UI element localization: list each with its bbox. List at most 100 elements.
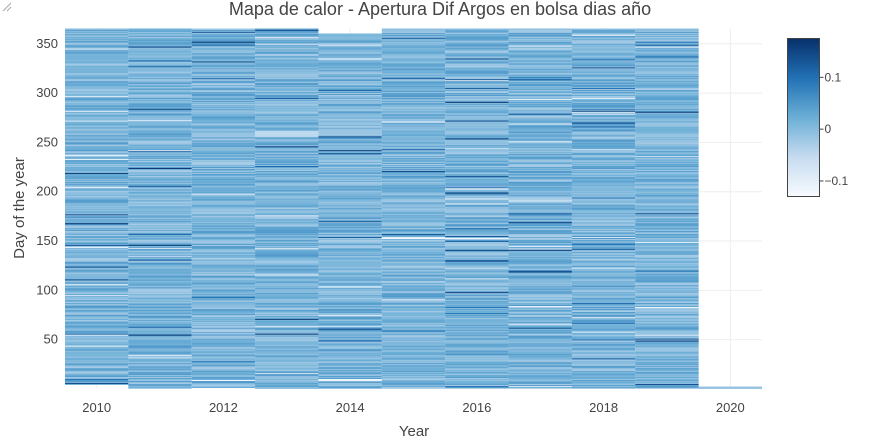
heatmap-cell — [128, 104, 192, 106]
heatmap-cell — [65, 289, 129, 292]
resize-handle-icon[interactable] — [0, 0, 12, 12]
heatmap-cell — [635, 46, 699, 48]
heatmap-cell — [318, 147, 382, 150]
heatmap-cell — [65, 203, 129, 205]
heatmap-cell — [381, 318, 446, 320]
heatmap-cell — [445, 223, 509, 226]
heatmap-cell — [381, 33, 446, 35]
heatmap-cell — [635, 157, 699, 160]
heatmap-cell — [445, 378, 509, 381]
heatmap-cell — [571, 361, 636, 364]
heatmap-cell — [508, 223, 572, 226]
heatmap-cell — [191, 302, 256, 305]
heatmap-cell — [65, 237, 129, 239]
heatmap-cell — [65, 379, 129, 382]
heatmap-cell — [318, 362, 382, 365]
heatmap-cell — [318, 243, 382, 245]
heatmap-cell — [128, 357, 192, 360]
heatmap-cell — [191, 342, 256, 344]
heatmap-cell — [381, 324, 446, 326]
heatmap-cell — [381, 164, 446, 166]
heatmap-cell — [508, 53, 572, 55]
heatmap-cell — [635, 107, 699, 109]
heatmap-cell — [508, 386, 572, 388]
heatmap-cell — [571, 190, 636, 192]
heatmap-cell — [571, 322, 636, 324]
heatmap-cell — [445, 28, 509, 30]
heatmap-cell — [191, 224, 256, 227]
heatmap-cell — [445, 159, 509, 162]
heatmap-cell — [508, 70, 572, 73]
heatmap-cell — [65, 35, 129, 37]
heatmap-cell — [318, 220, 382, 223]
heatmap-cell — [381, 128, 446, 130]
heatmap-cell — [65, 206, 129, 208]
heatmap-cell — [65, 265, 129, 267]
heatmap-cell — [635, 74, 699, 77]
heatmap-cell — [191, 138, 256, 141]
heatmap-cell — [635, 346, 699, 348]
heatmap-cell — [318, 209, 382, 212]
heatmap-cell — [381, 201, 446, 203]
heatmap-cell — [318, 291, 382, 294]
heatmap-cell — [508, 111, 572, 113]
heatmap-cell — [128, 361, 192, 364]
heatmap-cell — [318, 238, 382, 240]
heatmap-cell — [635, 292, 699, 295]
heatmap-cell — [381, 361, 446, 364]
heatmap-cell — [65, 184, 129, 186]
heatmap-cell — [381, 336, 446, 338]
heatmap-cell — [255, 310, 319, 312]
heatmap-cell — [65, 38, 129, 40]
heatmap-cell — [381, 352, 446, 355]
heatmap-cell — [191, 32, 256, 34]
heatmap-cell — [445, 332, 509, 334]
heatmap-cell — [65, 132, 129, 134]
heatmap-cell — [318, 290, 382, 293]
heatmap-cell — [571, 225, 636, 228]
heatmap-cell — [128, 168, 192, 170]
heatmap-cell — [381, 217, 446, 220]
heatmap-cell — [128, 203, 192, 205]
heatmap-cell — [318, 157, 382, 160]
heatmap-cell — [255, 216, 319, 219]
heatmap-cell — [571, 283, 636, 286]
heatmap-cell — [508, 101, 572, 103]
heatmap-cell — [445, 176, 509, 178]
heatmap-cell — [381, 185, 446, 187]
heatmap-cell — [318, 385, 382, 387]
heatmap-cell — [445, 235, 509, 238]
heatmap-cell — [571, 329, 636, 331]
heatmap-cell — [508, 225, 572, 228]
heatmap-cell — [128, 385, 192, 387]
heatmap-cell — [508, 185, 572, 187]
heatmap-cell — [191, 227, 256, 230]
heatmap-cell — [128, 322, 192, 324]
heatmap-cell — [191, 282, 256, 285]
heatmap-cell — [445, 96, 509, 98]
heatmap-cell — [191, 306, 256, 309]
heatmap-cell — [128, 147, 192, 150]
heatmap-cell — [65, 312, 129, 314]
heatmap-cell — [571, 344, 636, 346]
heatmap-cell — [635, 379, 699, 382]
heatmap-cell — [571, 144, 636, 147]
heatmap-cell — [318, 380, 382, 382]
heatmap-cell — [571, 282, 636, 285]
heatmap-cell — [191, 260, 256, 262]
heatmap-cell — [128, 142, 192, 145]
heatmap-cell — [255, 270, 319, 272]
heatmap-cell — [635, 251, 699, 253]
heatmap-cell — [191, 327, 256, 329]
heatmap-cell — [255, 377, 319, 380]
heatmap-cell — [445, 310, 509, 312]
x-axis-title: Year — [399, 423, 429, 439]
heatmap-cell — [445, 149, 509, 152]
heatmap-cell — [635, 371, 699, 374]
heatmap-cell — [508, 323, 572, 325]
heatmap-cell — [65, 157, 129, 160]
heatmap-cell — [65, 232, 129, 235]
heatmap-cell — [445, 143, 509, 146]
heatmap-cell — [191, 216, 256, 219]
heatmap-cell — [445, 291, 509, 294]
